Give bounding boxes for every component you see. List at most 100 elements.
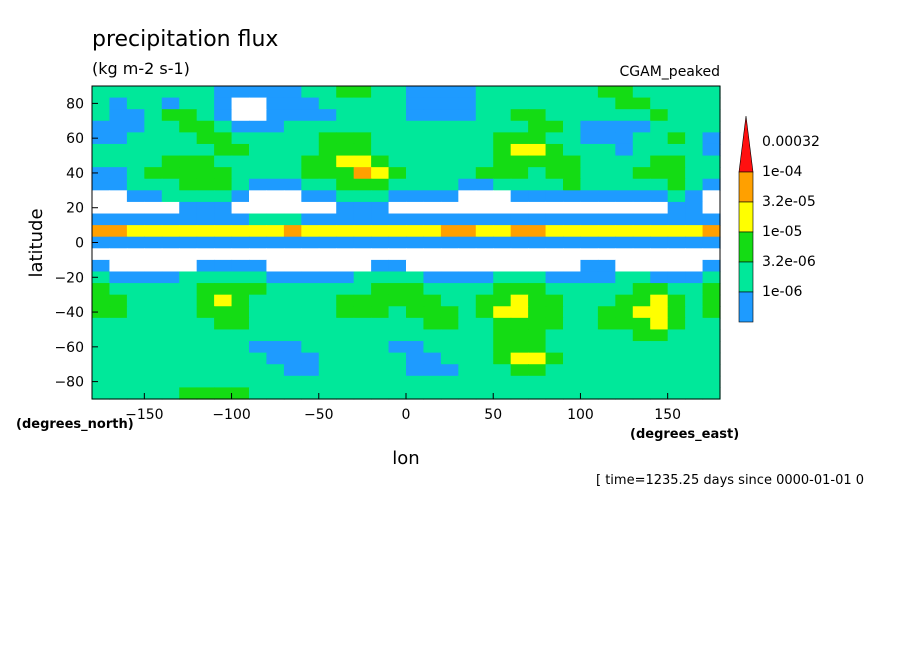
heatmap-cell <box>231 109 250 122</box>
heatmap-cell <box>423 387 442 400</box>
heatmap-cell <box>580 213 599 226</box>
heatmap-cell <box>318 248 337 261</box>
heatmap-cell <box>336 329 355 342</box>
heatmap-cell <box>371 225 390 238</box>
heatmap-cell <box>301 155 320 168</box>
heatmap-cell <box>545 132 564 145</box>
heatmap-cell <box>458 259 477 273</box>
heatmap-cell <box>615 236 634 249</box>
heatmap-cell <box>667 109 686 122</box>
heatmap-cell <box>685 387 704 400</box>
heatmap-cell <box>493 109 512 122</box>
heatmap-cell <box>615 120 634 133</box>
heatmap-cell <box>632 236 651 249</box>
heatmap-cell <box>196 132 215 145</box>
heatmap-cell <box>667 317 686 331</box>
heatmap-cell <box>249 155 268 168</box>
heatmap-cell <box>231 248 250 261</box>
heatmap-cell <box>126 294 145 307</box>
heatmap-cell <box>702 86 721 99</box>
heatmap-cell <box>615 352 634 365</box>
heatmap-cell <box>126 86 145 99</box>
heatmap-cell <box>283 364 302 377</box>
heatmap-cell <box>493 97 512 110</box>
heatmap-cell <box>440 86 459 99</box>
heatmap-cell <box>440 143 459 157</box>
heatmap-cell <box>388 341 407 354</box>
heatmap-cell <box>214 248 233 261</box>
heatmap-cell <box>685 143 704 157</box>
heatmap-cell <box>650 341 669 354</box>
heatmap-cell <box>702 155 721 168</box>
heatmap-cell <box>615 341 634 354</box>
heatmap-cell <box>388 86 407 99</box>
heatmap-cell <box>231 143 250 157</box>
heatmap-cell <box>336 236 355 249</box>
heatmap-cell <box>249 167 268 180</box>
heatmap-cell <box>214 294 233 307</box>
heatmap-cell <box>597 178 616 191</box>
heatmap-cell <box>510 259 529 273</box>
colorbar-swatch <box>738 115 754 173</box>
heatmap-cell <box>161 341 180 354</box>
heatmap-cell <box>440 306 459 319</box>
heatmap-cell <box>231 201 250 215</box>
heatmap-cell <box>685 341 704 354</box>
heatmap-cell <box>388 167 407 180</box>
heatmap-cell <box>475 364 494 377</box>
heatmap-cell <box>632 143 651 157</box>
heatmap-cell <box>406 317 425 331</box>
heatmap-cell <box>92 143 111 157</box>
heatmap-cell <box>231 259 250 273</box>
x-tick-label: 100 <box>567 407 594 423</box>
heatmap-cell <box>650 294 669 307</box>
heatmap-cell <box>353 132 372 145</box>
heatmap-cell <box>458 364 477 377</box>
heatmap-cell <box>667 213 686 226</box>
heatmap-cell <box>109 201 128 215</box>
heatmap-cell <box>214 329 233 342</box>
heatmap-cell <box>528 364 547 377</box>
heatmap-cell <box>161 143 180 157</box>
colorbar-label: 0.00032 <box>762 134 820 150</box>
heatmap-cell <box>475 178 494 191</box>
heatmap-cell <box>144 259 163 273</box>
heatmap-cell <box>545 225 564 238</box>
heatmap-cell <box>406 120 425 133</box>
heatmap-cell <box>650 283 669 296</box>
heatmap-cell <box>406 201 425 215</box>
heatmap-cell <box>371 201 390 215</box>
heatmap-cell <box>580 352 599 365</box>
heatmap-cell <box>440 201 459 215</box>
heatmap-cell <box>563 294 582 307</box>
heatmap-cell <box>702 248 721 261</box>
heatmap-cell <box>179 178 198 191</box>
heatmap-cell <box>423 120 442 133</box>
heatmap-cell <box>406 341 425 354</box>
heatmap-cell <box>406 364 425 377</box>
heatmap-cell <box>702 317 721 331</box>
heatmap-cell <box>301 329 320 342</box>
heatmap-cell <box>597 248 616 261</box>
heatmap-cell <box>301 167 320 180</box>
heatmap-cell <box>545 294 564 307</box>
heatmap-cell <box>161 306 180 319</box>
heatmap-cell <box>283 201 302 215</box>
heatmap-cell <box>563 97 582 110</box>
heatmap-cell <box>92 364 111 377</box>
heatmap-cell <box>458 271 477 284</box>
heatmap-cell <box>336 364 355 377</box>
heatmap-cell <box>545 213 564 226</box>
x-axis: −150 −100 −50 0 50 100 150 <box>125 393 681 423</box>
heatmap-cell <box>475 294 494 307</box>
heatmap-cell <box>563 201 582 215</box>
heatmap-cell <box>475 375 494 388</box>
heatmap-cell <box>126 132 145 145</box>
heatmap-cell <box>126 120 145 133</box>
heatmap-cell <box>249 317 268 331</box>
heatmap-cell <box>528 387 547 400</box>
heatmap-cell <box>510 167 529 180</box>
heatmap-cell <box>528 109 547 122</box>
heatmap-cell <box>388 352 407 365</box>
heatmap-cell <box>371 213 390 226</box>
